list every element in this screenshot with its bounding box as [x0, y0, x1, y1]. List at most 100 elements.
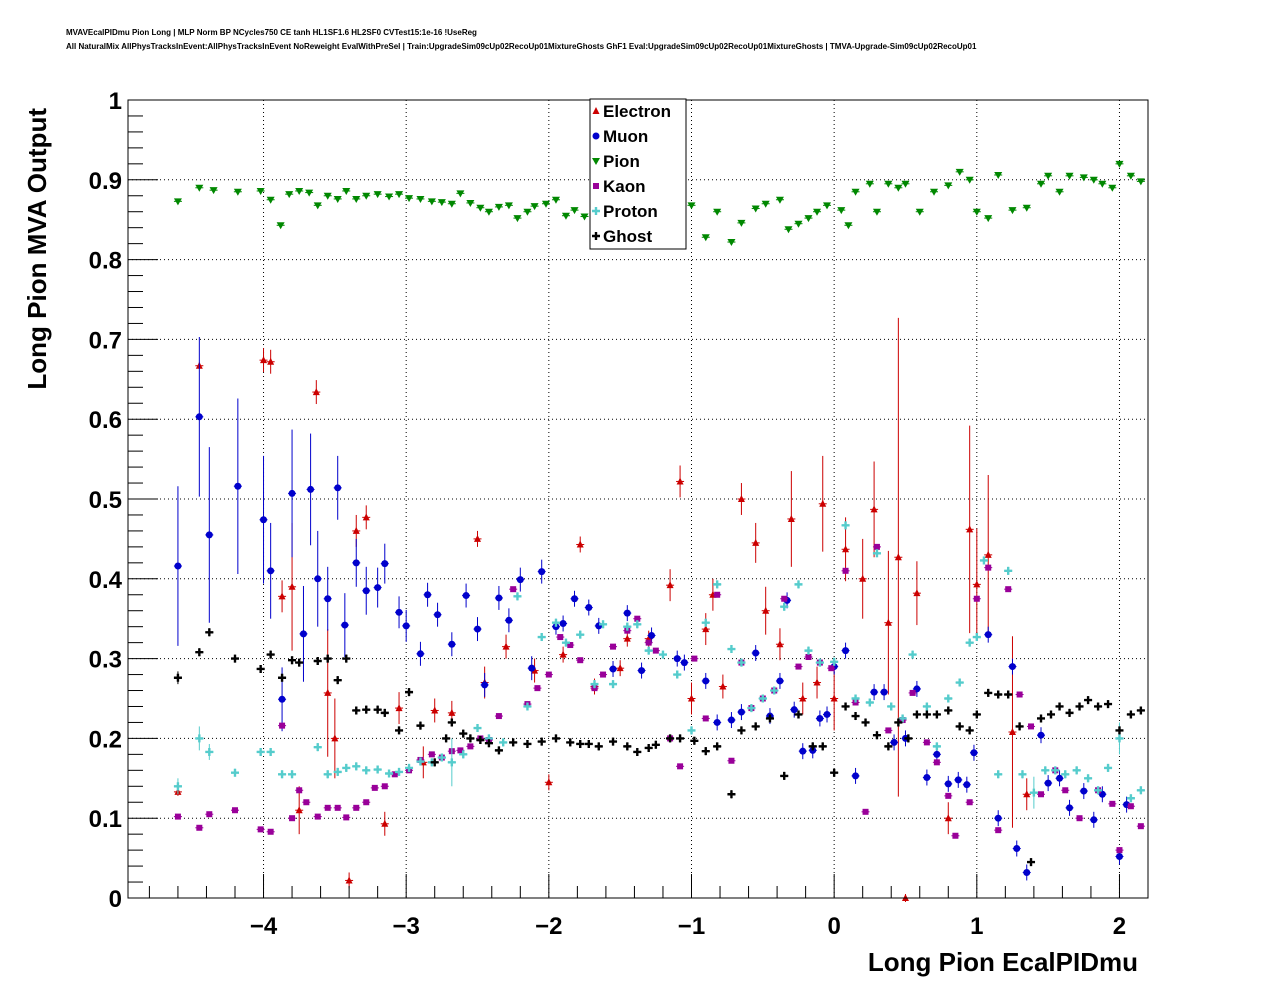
- data-point: [395, 608, 403, 616]
- data-point: [922, 702, 931, 711]
- data-point: [752, 649, 760, 657]
- data-point: [473, 724, 482, 733]
- data-point: [894, 553, 902, 561]
- data-point: [844, 222, 853, 230]
- data-point: [567, 642, 574, 649]
- data-point: [333, 676, 342, 685]
- data-point: [747, 704, 756, 713]
- data-point: [1008, 663, 1016, 671]
- data-point: [448, 640, 456, 648]
- data-point: [352, 762, 361, 771]
- data-point: [676, 477, 684, 485]
- data-point: [1023, 868, 1031, 876]
- data-point: [623, 609, 631, 617]
- data-point: [289, 815, 296, 822]
- y-tick-label: 0.7: [89, 327, 122, 354]
- legend-label-kaon: Kaon: [603, 177, 646, 196]
- data-point: [1056, 774, 1064, 782]
- data-point: [342, 187, 351, 195]
- data-point: [872, 208, 881, 216]
- data-point: [1079, 174, 1088, 182]
- data-point: [476, 204, 485, 212]
- data-point: [1090, 816, 1098, 824]
- legend-box: [589, 98, 687, 250]
- data-point: [459, 729, 468, 738]
- legend-label-pion: Pion: [603, 152, 640, 171]
- data-point: [702, 715, 709, 722]
- data-point: [196, 824, 203, 831]
- data-point: [979, 556, 988, 565]
- data-point: [561, 212, 570, 220]
- data-point: [307, 485, 315, 493]
- data-point: [804, 646, 813, 655]
- data-point: [1115, 734, 1124, 743]
- data-point: [278, 592, 286, 600]
- data-point: [566, 738, 575, 747]
- data-point: [673, 655, 681, 663]
- data-point: [352, 195, 361, 203]
- data-point: [276, 222, 285, 230]
- data-point: [687, 694, 695, 702]
- data-point: [362, 766, 371, 775]
- data-point: [830, 657, 839, 666]
- data-point: [260, 516, 268, 524]
- data-point: [776, 640, 784, 648]
- data-point: [288, 489, 296, 497]
- data-point: [823, 202, 832, 210]
- data-point: [1029, 788, 1038, 797]
- legend-marker: [593, 183, 599, 189]
- data-point: [523, 208, 532, 216]
- data-point: [727, 790, 736, 799]
- data-point: [494, 203, 503, 211]
- data-point: [758, 694, 767, 703]
- axis-ticks: −4 −3 −2 −1 0 1 2 0 0.1 0.2 0.3 0.4 0.5 0.6 0.7 0.8 0.9 1: [89, 88, 1149, 940]
- data-point: [865, 180, 874, 188]
- data-point: [765, 714, 774, 723]
- data-point: [609, 680, 618, 689]
- data-point: [303, 799, 310, 806]
- data-point: [963, 781, 971, 789]
- data-point: [314, 813, 321, 820]
- data-point: [484, 739, 493, 748]
- data-point: [1108, 184, 1117, 192]
- data-point: [494, 746, 503, 755]
- data-point: [794, 580, 803, 589]
- data-point: [841, 521, 850, 530]
- data-point: [965, 638, 974, 647]
- legend-label-electron: Electron: [603, 102, 671, 121]
- data-point: [559, 619, 567, 627]
- data-point: [880, 688, 888, 696]
- data-point: [1089, 176, 1098, 184]
- data-point: [1022, 204, 1031, 212]
- data-point: [428, 751, 435, 758]
- data-point: [173, 782, 182, 791]
- data-point: [922, 710, 931, 719]
- data-point: [1076, 815, 1083, 822]
- data-point: [416, 650, 424, 658]
- data-point: [266, 650, 275, 659]
- data-point: [644, 743, 653, 752]
- data-point: [1084, 774, 1093, 783]
- data-point: [1038, 791, 1045, 798]
- data-point: [447, 758, 456, 767]
- data-point: [995, 827, 1002, 834]
- data-point: [295, 806, 303, 814]
- data-point: [362, 587, 370, 595]
- data-point: [861, 718, 870, 727]
- data-point: [1037, 180, 1046, 188]
- data-point: [984, 215, 993, 223]
- data-point: [944, 780, 952, 788]
- data-point: [288, 770, 297, 779]
- legend-marker: [592, 107, 600, 114]
- data-point: [966, 525, 974, 533]
- data-point: [994, 172, 1003, 180]
- data-point: [873, 543, 880, 550]
- data-point: [851, 188, 860, 196]
- data-point: [973, 580, 981, 588]
- data-point: [805, 654, 812, 661]
- data-point: [666, 734, 675, 743]
- data-point: [324, 804, 331, 811]
- data-point: [1094, 702, 1103, 711]
- data-point: [459, 750, 468, 759]
